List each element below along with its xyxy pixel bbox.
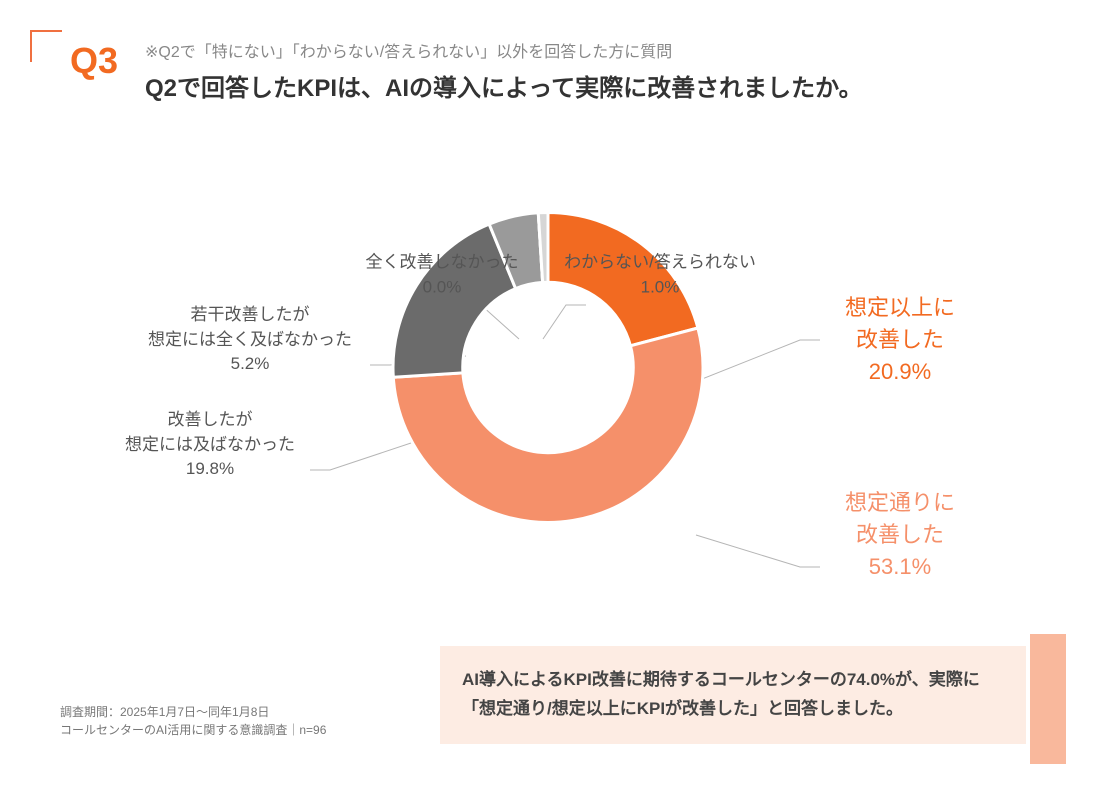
footer-line-1: 調査期間：2025年1月7日〜同年1月8日	[60, 703, 326, 721]
footer-note: 調査期間：2025年1月7日〜同年1月8日 コールセンターのAI活用に関する意識…	[60, 703, 326, 739]
slice-label-line: 想定通りに	[845, 487, 955, 519]
question-title: Q2で回答したKPIは、AIの導入によって実際に改善されましたか。	[145, 68, 1036, 103]
slice-label-line: 全く改善しなかった	[366, 250, 519, 275]
slice-label: 若干改善したが想定には全く及ばなかった5.2%	[148, 303, 352, 377]
question-subtitle: ※Q2で「特にない」「わからない/答えられない」以外を回答した方に質問	[145, 38, 1036, 62]
slice-label-line: わからない/答えられない	[564, 250, 756, 275]
slice-label: 想定以上に改善した20.9%	[845, 292, 955, 388]
header: ※Q2で「特にない」「わからない/答えられない」以外を回答した方に質問 Q2で回…	[145, 38, 1036, 103]
slice-label-line: 改善した	[845, 324, 955, 356]
slice-label-line: 改善した	[845, 519, 955, 551]
slice-label: 想定通りに改善した53.1%	[845, 487, 955, 583]
slice-pct: 20.9%	[845, 356, 955, 388]
slice-label-line: 改善したが	[125, 408, 295, 433]
slice-pct: 19.8%	[125, 457, 295, 482]
slice-label-line: 想定には及ばなかった	[125, 433, 295, 458]
slice-label: 全く改善しなかった0.0%	[366, 250, 519, 299]
footer-line-2: コールセンターのAI活用に関する意識調査｜n=96	[60, 721, 326, 739]
slice-pct: 1.0%	[564, 275, 756, 300]
slice-pct: 5.2%	[148, 352, 352, 377]
slice-label-line: 若干改善したが	[148, 303, 352, 328]
corner-accent-top-left	[30, 30, 62, 62]
slice-pct: 0.0%	[366, 275, 519, 300]
slice-label-line: 想定には全く及ばなかった	[148, 328, 352, 353]
summary-box: AI導入によるKPI改善に期待するコールセンターの74.0%が、実際に「想定通り…	[440, 646, 1026, 744]
corner-accent-bottom-right	[1030, 634, 1066, 764]
leader-line	[696, 535, 820, 567]
question-number: Q3	[70, 40, 118, 82]
slice-label-line: 想定以上に	[845, 292, 955, 324]
slice-pct: 53.1%	[845, 551, 955, 583]
slice-label: 改善したが想定には及ばなかった19.8%	[125, 408, 295, 482]
donut-chart: 想定以上に改善した20.9%想定通りに改善した53.1%改善したが想定には及ばな…	[0, 135, 1096, 605]
slice-label: わからない/答えられない1.0%	[564, 250, 756, 299]
